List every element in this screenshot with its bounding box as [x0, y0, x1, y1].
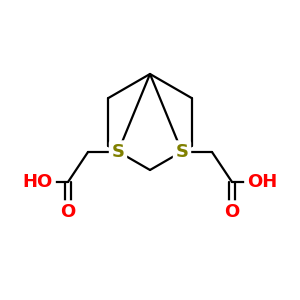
Text: OH: OH: [247, 173, 277, 191]
Text: S: S: [176, 143, 188, 161]
Text: O: O: [224, 203, 240, 221]
Text: O: O: [60, 203, 76, 221]
Text: HO: HO: [23, 173, 53, 191]
Text: S: S: [112, 143, 124, 161]
